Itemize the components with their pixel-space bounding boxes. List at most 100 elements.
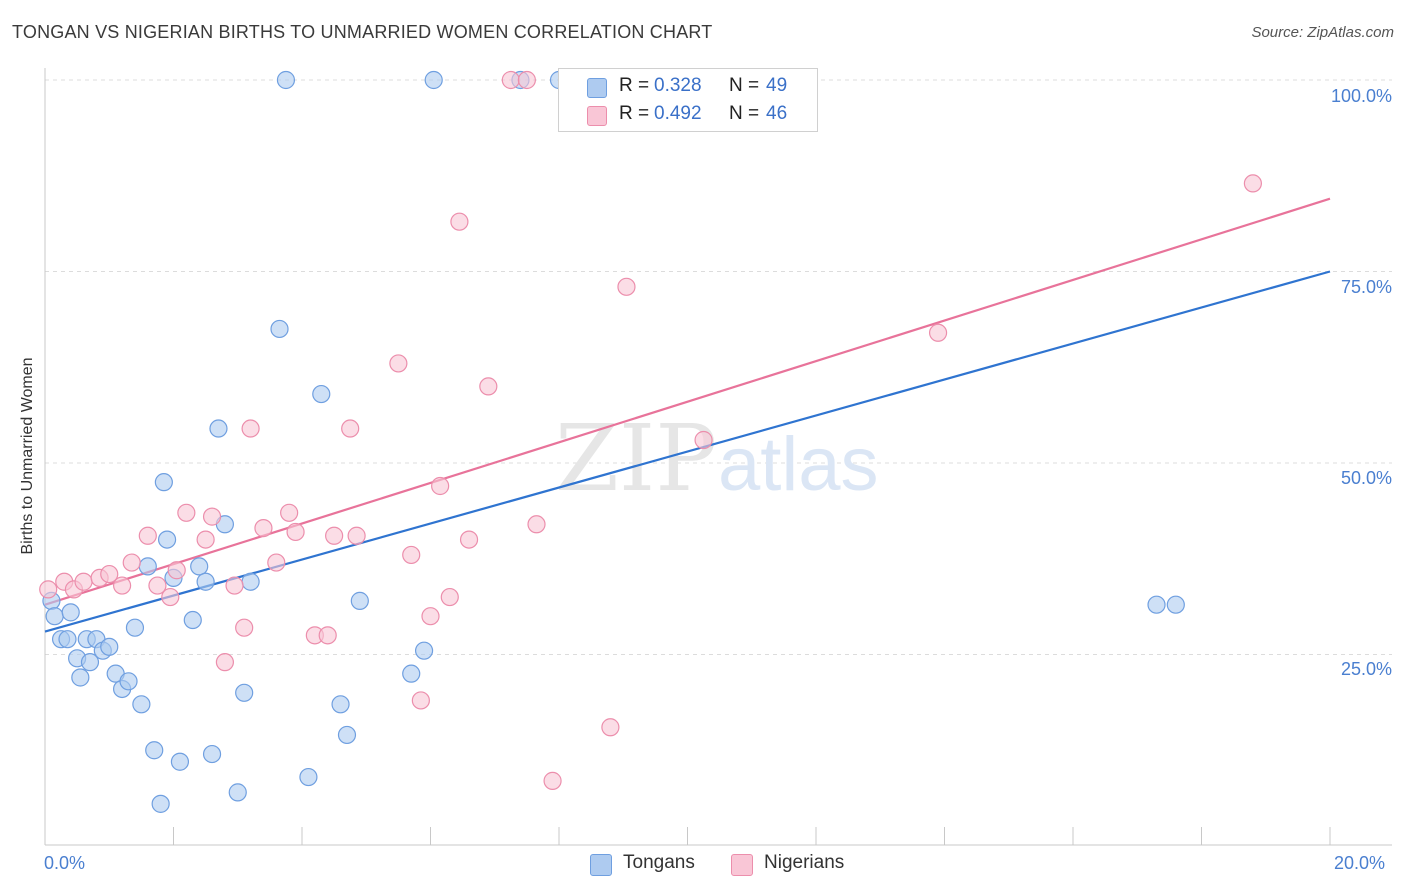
nigerians-point (617, 277, 636, 296)
nigerians-point (177, 503, 196, 522)
tongans-point (350, 591, 369, 610)
tongans-point (270, 319, 289, 339)
nigerians-point (215, 653, 234, 672)
nigerians-point (241, 419, 260, 438)
tongans-point (151, 794, 170, 813)
nigerians-point (431, 476, 450, 496)
tongans-point (331, 695, 350, 714)
nigerians-point (601, 718, 620, 737)
nigerians-point (202, 507, 222, 526)
n-label: N = (729, 75, 760, 96)
nigerians-point (421, 607, 440, 626)
tongans-point (138, 557, 157, 576)
tongans-point (196, 572, 215, 591)
nigerians-point (74, 572, 93, 591)
nigerians-point (402, 545, 421, 565)
n-label: N = (729, 103, 760, 124)
nigerians-point (543, 771, 562, 790)
tongans-point (119, 672, 138, 691)
tongans-point (1147, 595, 1166, 614)
x-tick-label-min: 0.0% (44, 853, 86, 873)
nigerians-point (341, 419, 360, 438)
tongans-point (235, 683, 254, 702)
nigerians-point (39, 580, 58, 599)
n-value: 49 (766, 75, 788, 96)
tongans-point (241, 572, 260, 591)
nigerians-point (1243, 174, 1263, 193)
nigerians-point (459, 530, 479, 549)
nigerians-point (235, 618, 254, 637)
nigerians-point (527, 515, 546, 534)
tongans-point (100, 637, 119, 656)
tongans-legend-label: Tongans (623, 852, 695, 873)
stats-legend-row-nigerians: R = 0.492 N = 46 (559, 100, 817, 130)
chart-title: TONGAN VS NIGERIAN BIRTHS TO UNMARRIED W… (12, 22, 713, 42)
r-label: R = (619, 103, 650, 124)
nigerians-point (450, 212, 469, 231)
nigerians-trend-line (44, 197, 1331, 606)
tongans-point (154, 473, 173, 492)
nigerians-swatch (587, 106, 607, 126)
nigerians-legend-swatch (731, 854, 753, 876)
nigerians-point (694, 430, 713, 450)
tongans-point (402, 664, 421, 683)
tongans-point (71, 668, 90, 687)
nigerians-point (254, 519, 273, 538)
tongans-point (202, 744, 222, 764)
nigerians-point (286, 522, 305, 542)
tongans-point (61, 603, 80, 622)
y-tick-label-50: 50.0% (1340, 468, 1392, 488)
tongans-point (145, 741, 164, 760)
tongans-point (1166, 595, 1185, 614)
nigerians-point (167, 561, 186, 580)
nigerians-point (267, 553, 286, 572)
nigerians-point (148, 576, 167, 595)
tongans-point (414, 641, 434, 660)
stats-legend-row-tongans: R = 0.328 N = 49 (559, 72, 817, 102)
nigerians-point (501, 70, 520, 90)
tongans-point (183, 610, 202, 630)
r-label: R = (619, 75, 650, 96)
n-value: 46 (766, 103, 788, 124)
tongans-point (312, 384, 331, 404)
source-label: Source: ZipAtlas.com (1251, 24, 1394, 41)
tongans-point (337, 725, 357, 745)
x-tick-label-max: 20.0% (1334, 853, 1386, 873)
nigerians-point (479, 377, 498, 396)
y-tick-label-25: 25.0% (1340, 659, 1392, 679)
tongans-point (80, 653, 100, 672)
watermark-atlas: atlas (718, 422, 879, 507)
y-tick-label-100: 100.0% (1330, 86, 1392, 106)
tongans-trend-line (44, 270, 1331, 633)
nigerians-point (138, 526, 157, 545)
nigerians-point (225, 576, 244, 595)
tongans-point (58, 630, 77, 649)
nigerians-point (122, 553, 141, 572)
nigerians-point (100, 564, 119, 584)
tongans-point (45, 607, 64, 626)
nigerians-point (196, 530, 215, 549)
nigerians-point (325, 526, 344, 545)
r-value: 0.492 (654, 103, 702, 124)
tongans-point (125, 618, 145, 637)
tongans-point (170, 752, 190, 771)
tongans-swatch (587, 78, 607, 98)
y-tick-label-75: 75.0% (1340, 277, 1392, 297)
nigerians-point (318, 626, 337, 645)
nigerians-point (928, 323, 948, 342)
nigerians-point (517, 70, 536, 90)
tongans-point (299, 767, 318, 787)
stats-legend: R = 0.328 N = 49 R = 0.492 N = 46 (558, 68, 818, 132)
nigerians-point (280, 503, 299, 522)
tongans-point (209, 419, 228, 438)
tongans-point (424, 70, 443, 90)
tongans-point (157, 530, 177, 549)
nigerians-point (440, 587, 459, 607)
nigerians-point (411, 691, 430, 710)
nigerians-legend-label: Nigerians (764, 852, 845, 873)
tongans-point (132, 695, 151, 714)
tongans-point (276, 70, 296, 90)
nigerians-point (389, 354, 408, 373)
tongans-point (228, 783, 247, 802)
